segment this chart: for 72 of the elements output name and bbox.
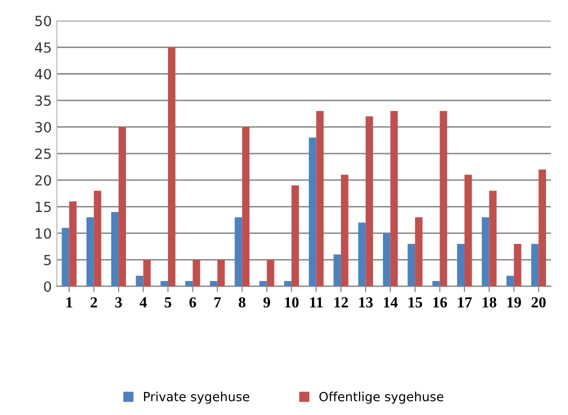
x-tick-label: 20 — [532, 297, 546, 308]
x-tick-label: 16 — [433, 297, 447, 308]
x-tick-label: 5 — [164, 297, 172, 308]
y-tick-label: 50 — [35, 16, 52, 26]
bar — [160, 281, 168, 286]
x-tick-label: 17 — [458, 297, 472, 308]
x-tick-label: 7 — [214, 297, 221, 308]
y-tick-label: 0 — [44, 281, 52, 292]
bar — [143, 260, 151, 286]
bar — [382, 233, 390, 286]
bar — [506, 276, 514, 286]
y-tick-label: 15 — [36, 202, 51, 212]
x-tick-label: 4 — [140, 297, 147, 308]
bar — [440, 111, 448, 286]
bar — [489, 190, 497, 286]
y-tick-label: 5 — [44, 254, 51, 266]
bar — [292, 185, 299, 286]
legend-label: Offentlige sygehuse — [319, 392, 444, 404]
x-tick-label: 19 — [507, 297, 521, 308]
bar — [86, 217, 94, 286]
x-tick-label: 13 — [359, 297, 373, 308]
bar — [62, 228, 70, 286]
bar — [284, 281, 292, 286]
x-tick-label: 2 — [90, 297, 98, 308]
bar — [168, 47, 176, 286]
bar — [136, 276, 144, 286]
bar — [210, 281, 218, 286]
y-tick-label: 35 — [35, 95, 51, 106]
bar — [408, 244, 416, 286]
bar — [266, 260, 274, 286]
x-tick-label: 15 — [408, 297, 422, 308]
x-tick-label: 11 — [310, 297, 323, 308]
bar — [316, 111, 324, 286]
bar — [514, 244, 522, 286]
bar — [217, 260, 225, 286]
x-tick-label: 18 — [482, 297, 496, 308]
y-tick-label: 20 — [35, 175, 52, 186]
bar — [482, 217, 490, 286]
bar — [308, 138, 316, 286]
legend-label: Private sygehuse — [144, 392, 250, 404]
x-tick-label: 6 — [189, 297, 196, 308]
x-tick-label: 10 — [285, 297, 299, 308]
bar — [69, 201, 77, 286]
x-tick-label: 14 — [384, 297, 398, 308]
bar — [234, 217, 242, 286]
y-tick-label: 10 — [36, 228, 52, 239]
x-tick-label: 8 — [238, 297, 246, 308]
bar — [242, 126, 250, 286]
x-tick-label: 9 — [263, 297, 270, 308]
y-tick-label: 30 — [35, 122, 52, 132]
x-tick-label: 12 — [334, 297, 348, 308]
y-tick-label: 40 — [34, 68, 52, 80]
y-tick-label: 45 — [34, 42, 51, 53]
bar — [464, 174, 472, 286]
bar — [432, 281, 440, 286]
x-tick-label: 1 — [66, 297, 72, 308]
bar — [415, 217, 422, 286]
bar — [192, 260, 200, 286]
bar — [457, 244, 464, 286]
bar — [259, 281, 267, 286]
bar — [94, 190, 102, 286]
bar — [538, 169, 546, 286]
x-tick-label: 3 — [115, 297, 122, 308]
bar — [118, 126, 126, 286]
bar — [340, 174, 348, 286]
bar — [358, 222, 366, 286]
bar — [390, 111, 398, 286]
bar — [111, 212, 119, 286]
bar — [366, 116, 374, 286]
bar — [531, 244, 539, 286]
bar — [334, 254, 341, 286]
y-tick-label: 25 — [35, 148, 51, 160]
